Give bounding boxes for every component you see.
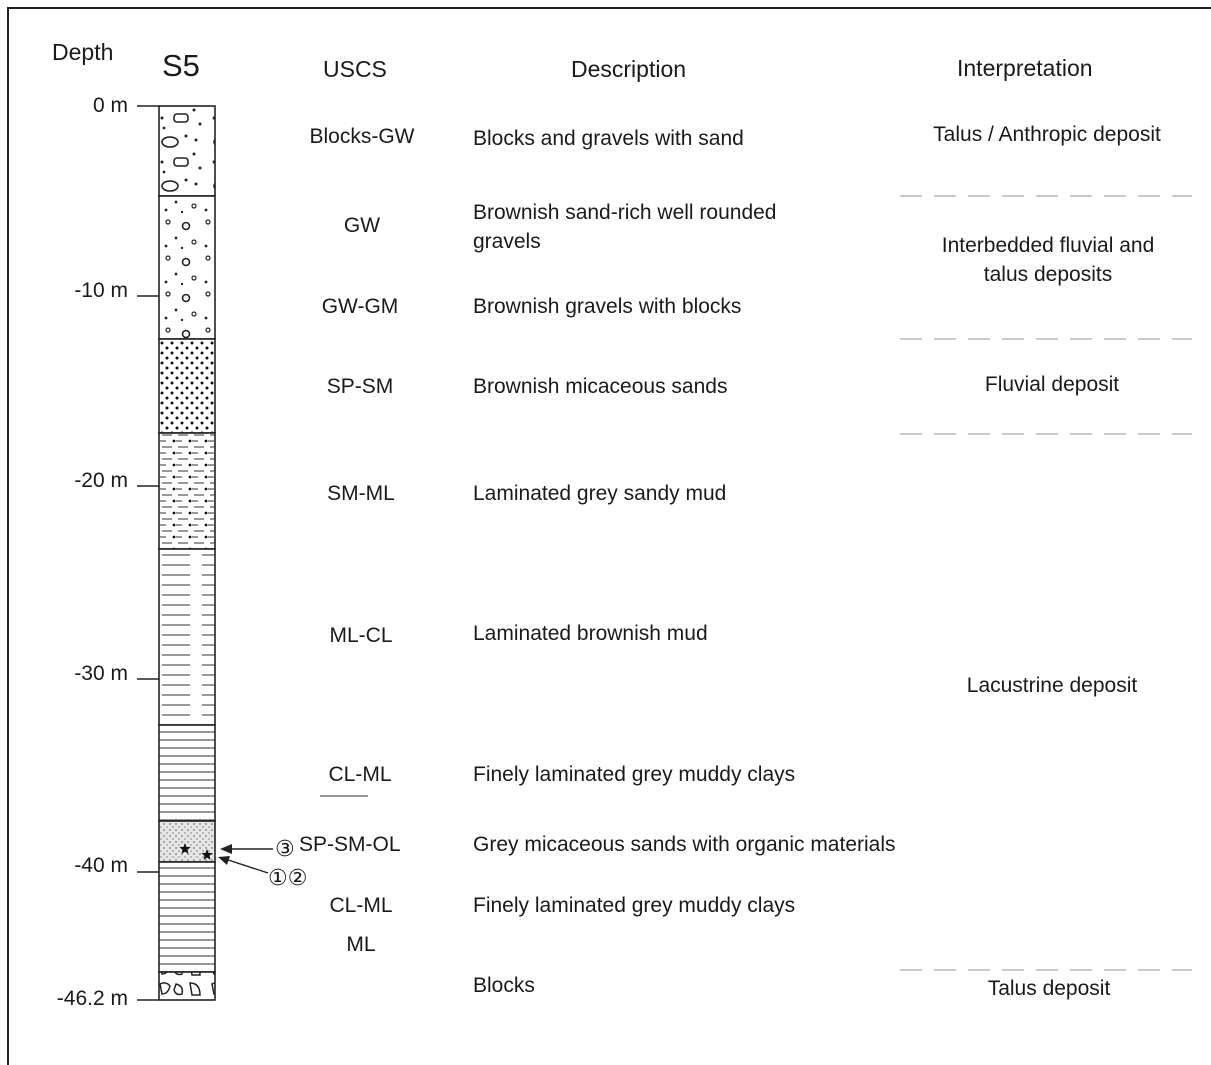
column-layer xyxy=(158,105,216,197)
column-layer xyxy=(158,195,216,340)
depth-tick-label: -20 m xyxy=(74,469,128,492)
uscs-header: USCS xyxy=(323,56,387,82)
uscs-code: ML-CL xyxy=(329,624,393,647)
interpretation-label: Talus deposit xyxy=(987,977,1111,1000)
interpretation-label: Lacustrine deposit xyxy=(966,674,1138,697)
sample-arrowhead xyxy=(220,844,232,854)
uscs-code: ML xyxy=(346,933,376,956)
uscs-code: SP-SM xyxy=(326,375,394,398)
sample-star xyxy=(201,849,213,860)
sample-marker-3: ③ xyxy=(275,836,295,861)
depth-tick-label: -30 m xyxy=(74,662,128,685)
layer-description: Laminated brownish mud xyxy=(473,622,708,645)
column-layer xyxy=(158,971,216,1001)
uscs-code: GW-GM xyxy=(321,295,399,318)
interpretation-header: Interpretation xyxy=(957,55,1093,81)
layer-description: Brownish gravels with blocks xyxy=(473,295,742,318)
borehole-id: S5 xyxy=(162,48,200,83)
depth-tick-label: 0 m xyxy=(92,94,128,117)
layer-description: Laminated grey sandy mud xyxy=(473,482,727,505)
layer-description: Blocks and gravels with sand xyxy=(473,127,744,150)
uscs-code: SP-SM-OL xyxy=(299,833,401,856)
layer-description: Grey micaceous sands with organic materi… xyxy=(473,833,896,856)
sample-arrow xyxy=(221,857,269,874)
interpretation-label: Interbedded fluvial and talus deposits xyxy=(941,234,1155,286)
depth-tick-label: -40 m xyxy=(74,854,128,877)
column-layer xyxy=(158,724,216,822)
description-header: Description xyxy=(571,56,687,82)
depth-header: Depth xyxy=(52,39,114,65)
uscs-code: Blocks-GW xyxy=(309,125,415,148)
depth-tick-label: -10 m xyxy=(74,279,128,302)
sample-marker-1-2: ①② xyxy=(268,865,308,890)
layer-description: Brownish micaceous sands xyxy=(473,375,728,398)
uscs-code: SM-ML xyxy=(327,482,395,505)
sample-arrowhead xyxy=(218,856,230,865)
depth-tick-label: -46.2 m xyxy=(56,987,128,1010)
interpretation-label: Talus / Anthropic deposit xyxy=(933,123,1161,146)
layer-description: Brownish sand-rich well rounded gravels xyxy=(473,201,777,253)
column-layer xyxy=(158,432,216,550)
figure-border xyxy=(7,7,1211,1065)
uscs-code: GW xyxy=(343,214,381,237)
sample-star xyxy=(179,843,191,854)
layer-description: Blocks xyxy=(473,974,535,997)
column-layer xyxy=(158,861,216,973)
uscs-code: CL-ML xyxy=(328,763,392,786)
layer-description: Finely laminated grey muddy clays xyxy=(473,894,796,917)
layer-description: Finely laminated grey muddy clays xyxy=(473,763,796,786)
uscs-code: CL-ML xyxy=(329,894,393,917)
interpretation-label: Fluvial deposit xyxy=(984,373,1120,396)
column-layer xyxy=(158,548,216,726)
column-layer xyxy=(158,338,216,434)
